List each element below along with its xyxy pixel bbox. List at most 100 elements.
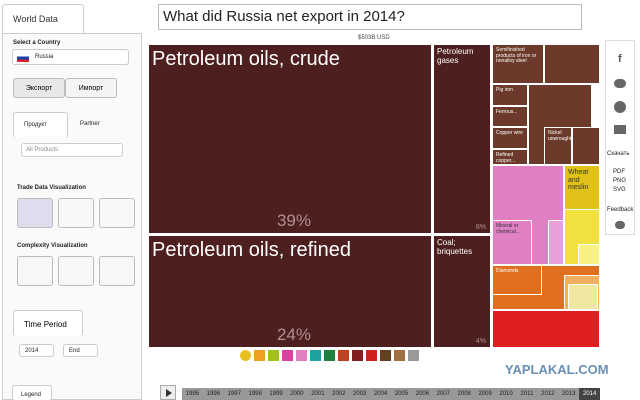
tile-label: Ferrous...	[496, 109, 518, 115]
country: Russia	[35, 54, 54, 60]
value: End	[69, 348, 80, 354]
format-link[interactable]: PDF	[613, 169, 625, 175]
year[interactable]: 1997	[227, 391, 241, 397]
tab-label: World Data	[13, 14, 58, 24]
viz-button[interactable]	[17, 198, 53, 228]
tile[interactable]: Pig iron	[492, 84, 528, 106]
label: Complexity Visualization	[17, 243, 88, 249]
year[interactable]: 2006	[415, 391, 430, 397]
tile[interactable]: Ferrous...	[492, 106, 528, 127]
year[interactable]: 2011	[520, 391, 534, 397]
format-link[interactable]: SVG	[613, 187, 626, 193]
tile[interactable]: Semifinished products of iron or nonallo…	[492, 44, 544, 84]
tile	[572, 127, 600, 165]
year[interactable]: 2012	[541, 391, 555, 397]
tile-share: 4%	[475, 338, 486, 345]
viz-button[interactable]	[99, 256, 135, 286]
year[interactable]: 1995	[185, 391, 200, 397]
tab[interactable]: Legend	[12, 385, 52, 400]
tile[interactable]: Diamonds	[492, 265, 542, 295]
year[interactable]: 2008	[457, 391, 471, 397]
twitter-icon[interactable]	[614, 79, 626, 88]
watermark: YAPLAKAL.COM	[505, 362, 609, 377]
tile-label: Semifinished products of iron or nonallo…	[496, 47, 537, 64]
tile[interactable]: Coal; briquettes 4%	[433, 235, 491, 348]
download-label: Скачать	[607, 151, 630, 157]
year[interactable]: 2009	[478, 391, 492, 397]
tile[interactable]: Nickel unwrought	[544, 127, 572, 165]
tile[interactable]: Petroleum oils, refined 24%	[148, 235, 432, 348]
value: All Products	[26, 147, 59, 153]
tab-label: Legend	[21, 392, 42, 398]
tile-label: Copper wire	[496, 130, 523, 136]
gplus-icon[interactable]	[614, 101, 626, 113]
year[interactable]: 2004	[373, 391, 388, 397]
question-input[interactable]: What did Russia net export in 2014?	[158, 4, 582, 30]
total: $503B USD	[358, 35, 390, 41]
year[interactable]: 2010	[499, 391, 513, 397]
tile-label: Wheat and meslin	[568, 169, 589, 192]
tile-label: Nickel unwrought	[548, 130, 572, 142]
tile-share: 24%	[276, 325, 311, 344]
tile-label: Coal; briquettes	[437, 238, 473, 256]
start-year[interactable]: 2014	[19, 344, 54, 357]
tile	[548, 220, 564, 265]
viz-button[interactable]	[99, 198, 135, 228]
year[interactable]: 2003	[353, 391, 367, 397]
year[interactable]: 2007	[436, 391, 450, 397]
tile	[492, 310, 600, 348]
tile[interactable]: Copper wire	[492, 127, 528, 149]
year[interactable]: 2001	[311, 391, 325, 397]
mail-icon[interactable]	[614, 125, 626, 134]
export-button[interactable]: Экспорт	[13, 78, 65, 98]
country-select[interactable]: Russia	[12, 49, 129, 65]
label: Trade Data Visualization	[17, 185, 86, 191]
timeline: 1995 1996 1997 1998 1999 2000 2001 2002 2003 2004…	[182, 388, 601, 400]
share-bar: f Скачать PDF PNG SVG Feedback	[605, 40, 635, 235]
end-year[interactable]: End	[63, 344, 98, 357]
tile[interactable]: Petroleum oils, crude 39%	[148, 44, 432, 234]
year[interactable]: 1998	[248, 391, 262, 397]
tile[interactable]: Refined copper...	[492, 149, 528, 165]
category-icons	[240, 350, 500, 364]
import-button[interactable]: Импорт	[65, 78, 117, 98]
tile-label: Mineral or chemical...	[496, 223, 520, 235]
tile-label: Petroleum oils, crude	[152, 48, 340, 70]
tab[interactable]: Продукт	[13, 112, 68, 138]
year[interactable]: 2002	[332, 391, 346, 397]
tile-label: Pig iron	[496, 87, 513, 93]
tab[interactable]: Time Period	[13, 310, 83, 336]
play-button[interactable]	[160, 385, 176, 400]
year[interactable]: 2013	[562, 391, 576, 397]
tile[interactable]: Wheat and meslin	[564, 165, 600, 210]
format-link[interactable]: PNG	[613, 178, 627, 184]
tab[interactable]: World Data	[2, 4, 84, 34]
tile-label: Petroleum gases	[437, 47, 474, 65]
value: 2014	[25, 348, 39, 354]
label: Select a Country	[13, 40, 61, 46]
feedback-label[interactable]: Feedback	[607, 207, 634, 213]
feedback-icon[interactable]	[615, 221, 625, 229]
facebook-icon[interactable]: f	[618, 53, 622, 65]
year[interactable]: 2000	[290, 391, 304, 397]
flag	[17, 54, 29, 62]
tile	[544, 44, 600, 84]
viz-button[interactable]	[58, 256, 94, 286]
year[interactable]: 1996	[206, 391, 221, 397]
year[interactable]: 1999	[269, 391, 283, 397]
tile-label: Diamonds	[496, 268, 519, 274]
product-select[interactable]: All Products	[21, 143, 123, 157]
tab-label: Продукт	[24, 122, 47, 128]
tab-label[interactable]: Partner	[80, 121, 100, 127]
tile-share: 39%	[276, 211, 311, 230]
play-icon	[166, 389, 172, 397]
treemap: Petroleum oils, crude 39% Petroleum oils, …	[148, 44, 600, 348]
tile	[578, 244, 600, 265]
year[interactable]: 2005	[394, 391, 409, 397]
viz-button[interactable]	[17, 256, 53, 286]
year[interactable]: 2014	[579, 388, 601, 400]
viz-button[interactable]	[58, 198, 94, 228]
tile[interactable]: Mineral or chemical...	[492, 220, 532, 265]
tile[interactable]: Petroleum gases 8%	[433, 44, 491, 234]
